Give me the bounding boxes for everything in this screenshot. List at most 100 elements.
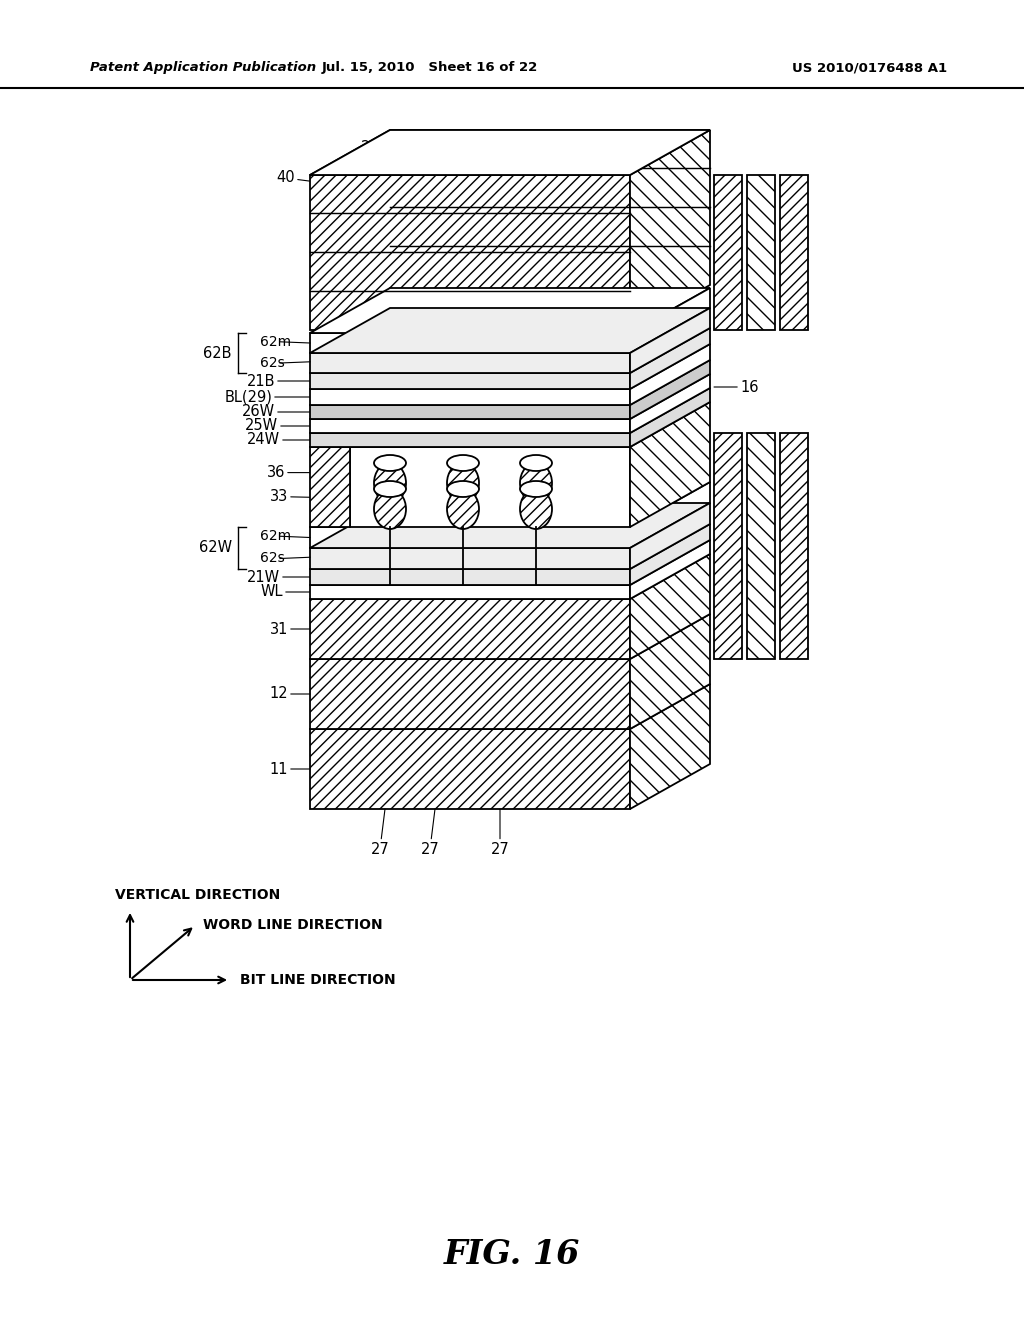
Text: 27: 27 [490,809,509,857]
Ellipse shape [374,463,406,503]
Polygon shape [310,360,710,405]
Text: 25W: 25W [245,418,310,433]
Ellipse shape [447,463,479,503]
Ellipse shape [374,455,406,471]
Polygon shape [630,288,710,352]
Polygon shape [310,433,630,447]
Polygon shape [630,129,710,330]
Polygon shape [310,374,710,418]
Text: Patent Application Publication: Patent Application Publication [90,62,316,74]
Polygon shape [310,403,430,447]
Polygon shape [310,540,710,585]
Polygon shape [630,403,710,527]
Ellipse shape [520,488,552,529]
Polygon shape [746,433,775,659]
Text: 40: 40 [276,170,340,186]
Text: 62m: 62m [260,529,291,544]
Ellipse shape [447,480,479,498]
Polygon shape [310,374,630,389]
Polygon shape [310,389,630,405]
Text: WL: WL [260,585,310,599]
Polygon shape [310,569,630,585]
Ellipse shape [520,480,552,498]
Polygon shape [350,447,630,527]
Polygon shape [310,447,350,527]
Text: BIT LINE DIRECTION: BIT LINE DIRECTION [240,973,395,987]
Polygon shape [310,418,630,433]
Polygon shape [630,684,710,809]
Ellipse shape [520,455,552,471]
Text: 62W: 62W [199,540,232,556]
Text: 62B: 62B [204,346,232,360]
Ellipse shape [447,488,479,529]
Text: 33: 33 [269,490,390,504]
Polygon shape [310,327,710,374]
Polygon shape [310,527,630,548]
Polygon shape [630,503,710,569]
Polygon shape [630,308,710,374]
Polygon shape [714,433,742,659]
Polygon shape [630,482,710,548]
Polygon shape [310,176,630,330]
Polygon shape [310,503,710,548]
Text: 21W: 21W [247,569,310,585]
Polygon shape [310,524,710,569]
Ellipse shape [374,488,406,529]
Polygon shape [310,548,630,569]
Polygon shape [630,327,710,389]
Text: WORD LINE DIRECTION: WORD LINE DIRECTION [203,919,383,932]
Polygon shape [630,345,710,405]
Polygon shape [310,614,710,659]
Text: 27: 27 [411,140,430,185]
Polygon shape [630,388,710,447]
Polygon shape [350,403,710,447]
Text: 27: 27 [360,140,380,185]
Polygon shape [714,176,742,330]
Polygon shape [310,659,630,729]
Polygon shape [310,333,630,352]
Polygon shape [310,345,710,389]
Text: 24W: 24W [247,433,310,447]
Polygon shape [780,433,808,659]
Text: US 2010/0176488 A1: US 2010/0176488 A1 [793,62,947,74]
Polygon shape [746,176,775,330]
Ellipse shape [374,480,406,498]
Text: FIG. 16: FIG. 16 [443,1238,581,1271]
Polygon shape [630,374,710,433]
Polygon shape [310,554,710,599]
Polygon shape [780,176,808,330]
Polygon shape [310,129,710,176]
Polygon shape [310,308,710,352]
Text: 26W: 26W [242,404,310,420]
Polygon shape [310,405,630,418]
Text: 62s: 62s [260,356,285,370]
Polygon shape [310,129,710,176]
Text: 62s: 62s [260,552,285,565]
Text: 27: 27 [371,809,389,857]
Text: VERTICAL DIRECTION: VERTICAL DIRECTION [115,888,281,902]
Polygon shape [630,540,710,599]
Polygon shape [310,585,630,599]
Polygon shape [310,729,630,809]
Polygon shape [310,352,630,374]
Text: 21B: 21B [247,374,310,388]
Text: 11: 11 [269,762,310,776]
Text: Jul. 15, 2010   Sheet 16 of 22: Jul. 15, 2010 Sheet 16 of 22 [322,62,539,74]
Text: 31: 31 [269,622,310,636]
Polygon shape [310,684,710,729]
Text: 27: 27 [421,809,439,857]
Polygon shape [310,599,630,659]
Text: BL(29): BL(29) [224,389,310,404]
Text: 36: 36 [266,465,390,480]
Polygon shape [630,360,710,418]
Polygon shape [630,554,710,659]
Polygon shape [630,524,710,585]
Text: 27: 27 [500,140,519,185]
Text: 62m: 62m [260,335,291,348]
Polygon shape [310,288,710,333]
Ellipse shape [520,463,552,503]
Text: 16: 16 [714,380,759,395]
Ellipse shape [447,455,479,471]
Polygon shape [310,482,710,527]
Polygon shape [630,614,710,729]
